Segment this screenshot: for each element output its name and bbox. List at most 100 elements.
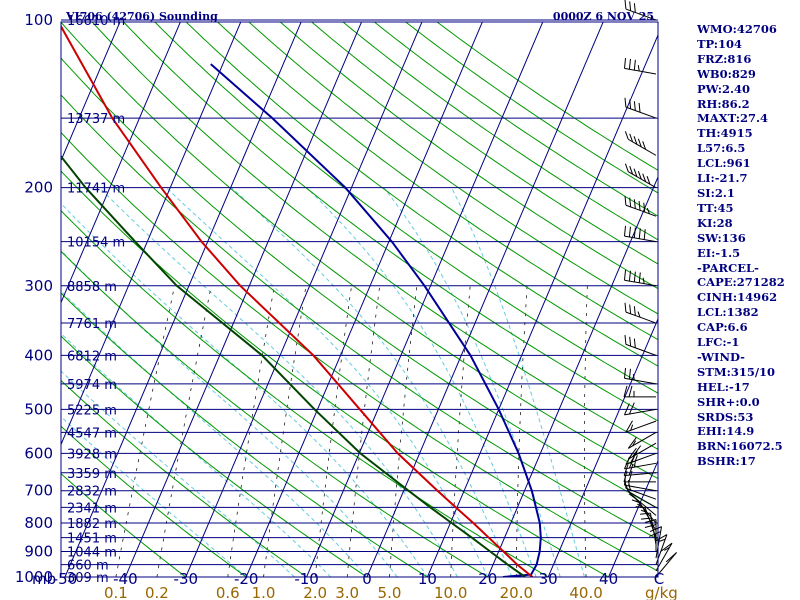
sounding-index: WB0:829 bbox=[697, 66, 756, 81]
sounding-index: HEL:-17 bbox=[697, 379, 750, 394]
isotherm-line bbox=[61, 22, 121, 162]
sounding-curves bbox=[61, 24, 542, 577]
wind-barb bbox=[623, 470, 656, 483]
sounding-index: BSHR:17 bbox=[697, 454, 756, 469]
isobar-height-label: 660 m bbox=[67, 559, 109, 574]
pressure-tick-label: 700 bbox=[24, 482, 53, 500]
mixing-ratio-label: 0.2 bbox=[145, 584, 169, 600]
sounding-index: LCL:961 bbox=[697, 156, 751, 171]
isobar-height-label: 7761 m bbox=[67, 317, 117, 332]
pressure-tick-label: 800 bbox=[24, 514, 53, 532]
wind-barb bbox=[625, 420, 657, 433]
mixing-ratio-label: 40.0 bbox=[569, 584, 602, 600]
dry-adiabat-line bbox=[404, 22, 658, 194]
axis-labels: 16610 m 13737 m 11741 m 10154 m 8858 m 7761 m… bbox=[15, 11, 678, 600]
isobar-height-label: 11741 m bbox=[67, 182, 125, 197]
dry-adiabat-line bbox=[61, 250, 489, 577]
isotherm-line bbox=[64, 22, 302, 577]
wind-barb bbox=[624, 195, 657, 217]
temperature-tick-label: -40 bbox=[113, 570, 138, 588]
sounding-index: SI:2.1 bbox=[697, 185, 735, 200]
dry-adiabat-line bbox=[61, 94, 658, 540]
isotherm-line bbox=[366, 22, 604, 577]
wind-barb bbox=[624, 302, 657, 324]
isobar-height-label: 1044 m bbox=[67, 546, 117, 561]
moist-adiabat-line bbox=[306, 187, 537, 577]
sounding-index: EHI:14.9 bbox=[697, 424, 755, 439]
mixing-ratio-line bbox=[389, 285, 418, 577]
isobar-height-label: 2341 m bbox=[67, 501, 117, 516]
moist-adiabat-line bbox=[61, 290, 368, 577]
temperature-tick-label: -30 bbox=[174, 570, 199, 588]
sounding-index: TH:4915 bbox=[697, 126, 753, 141]
moist-adiabat-line bbox=[61, 370, 295, 577]
isotherm-line bbox=[306, 22, 544, 577]
pressure-tick-label: 200 bbox=[24, 179, 53, 197]
wind-barb bbox=[627, 442, 657, 460]
moist-adiabat-line bbox=[383, 187, 561, 577]
sounding-index: SRDS:53 bbox=[697, 409, 754, 424]
isotherm-line bbox=[608, 459, 658, 577]
mixing-ratio-label: 5.0 bbox=[378, 584, 402, 600]
mixing-ratio-label: 0.1 bbox=[104, 584, 128, 600]
sounding-index: CAP:6.6 bbox=[697, 320, 748, 335]
moist-adiabat-line bbox=[231, 187, 513, 577]
wind-barb bbox=[655, 542, 673, 572]
sounding-index: BRN:16072.5 bbox=[697, 439, 783, 454]
pressure-tick-label: 600 bbox=[24, 444, 53, 462]
sounding-index: -PARCEL- bbox=[697, 260, 759, 275]
sounding-index: FRZ:816 bbox=[697, 51, 752, 66]
pressure-tick-label: 300 bbox=[24, 277, 53, 295]
pressure-tick-label: 400 bbox=[24, 346, 53, 364]
isobar-height-label: 13737 m bbox=[67, 112, 125, 127]
moist-adiabat-line bbox=[99, 187, 459, 577]
temperature-tick-label: 10 bbox=[418, 570, 437, 588]
mixing-ratio-line bbox=[584, 285, 588, 577]
dry-adiabat-line bbox=[61, 57, 658, 510]
isobar-height-label: 4547 m bbox=[67, 426, 117, 441]
mixing-ratio-unit-label: g/kg bbox=[645, 584, 678, 600]
wind-barb bbox=[623, 463, 657, 477]
sounding-index: RH:86.2 bbox=[697, 96, 750, 111]
plot-frame bbox=[60, 21, 659, 578]
sounding-index: WMO:42706 bbox=[697, 22, 777, 36]
pressure-tick-label: 500 bbox=[24, 400, 53, 418]
temperature-tick-label: 0 bbox=[362, 570, 372, 588]
pressure-tick-label: 1000 bbox=[15, 568, 53, 586]
isotherm-line bbox=[426, 33, 658, 577]
wind-barb bbox=[624, 97, 657, 119]
isotherm-line bbox=[61, 22, 242, 446]
mixing-ratio-label: 10.0 bbox=[434, 584, 467, 600]
temperature-tick-label: -20 bbox=[234, 570, 259, 588]
wind-barb bbox=[623, 58, 657, 75]
isobar-height-label: 6812 m bbox=[67, 349, 117, 364]
sounding-index: LCL:1382 bbox=[697, 305, 759, 320]
wind-barb bbox=[623, 367, 657, 385]
wind-barb bbox=[624, 163, 657, 189]
wind-barb bbox=[627, 431, 657, 449]
dewpoint-curve bbox=[61, 154, 526, 577]
pressure-tick-label: 100 bbox=[24, 11, 53, 29]
sounding-index: PW:2.40 bbox=[697, 81, 751, 96]
isotherms bbox=[61, 22, 658, 577]
dry-adiabat-line bbox=[61, 425, 247, 577]
sounding-index: TT:45 bbox=[697, 200, 734, 215]
dry-adiabat-line bbox=[373, 22, 658, 217]
sounding-index: CINH:14962 bbox=[697, 290, 778, 305]
wind-barb bbox=[624, 131, 657, 156]
wind-barb bbox=[626, 487, 657, 516]
sounding-index: -WIND- bbox=[697, 349, 745, 364]
temperature-tick-label: 20 bbox=[478, 570, 497, 588]
wind-barb bbox=[624, 335, 657, 356]
temperature-tick-label: 30 bbox=[539, 570, 558, 588]
sounding-index: SHR+:0.0 bbox=[697, 394, 760, 409]
isobar-height-label: 1451 m bbox=[67, 532, 117, 547]
dry-adiabat-line bbox=[436, 22, 658, 171]
pressure-tick-label: 900 bbox=[24, 543, 53, 561]
isobar-height-label: 1882 m bbox=[67, 517, 117, 532]
isotherm-line bbox=[124, 22, 363, 577]
temperature-tick-label: -50 bbox=[53, 570, 78, 588]
mixing-ratio-line bbox=[115, 285, 175, 577]
dry-adiabat-line bbox=[61, 379, 307, 577]
